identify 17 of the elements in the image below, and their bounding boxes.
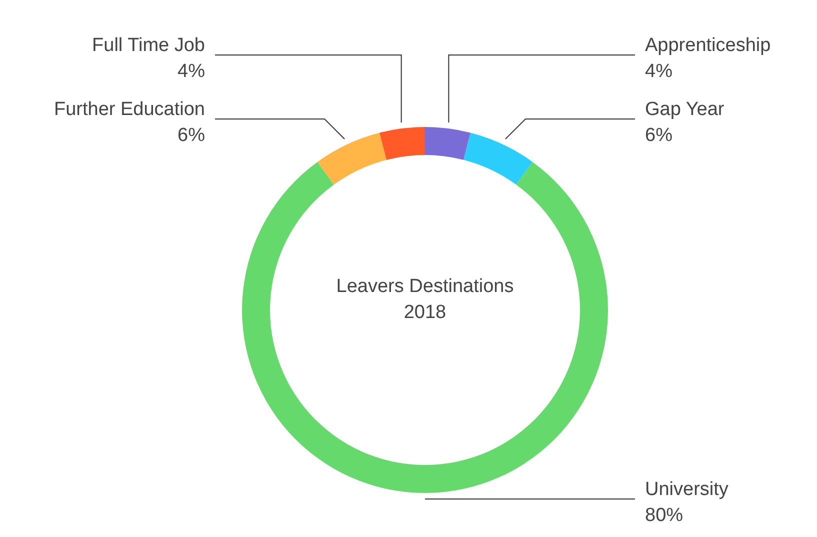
- text: 2018: [404, 302, 446, 323]
- data-label: 6%: [178, 124, 206, 146]
- data-label: 4%: [645, 60, 673, 82]
- slice-label: Gap Year: [645, 98, 725, 120]
- slice-label: Full Time Job: [92, 34, 205, 56]
- text: Leavers Destinations: [336, 276, 514, 297]
- data-label: 6%: [645, 124, 673, 146]
- donut-slice: [425, 127, 471, 160]
- donut-slice: [242, 162, 608, 493]
- slice-label: University: [645, 479, 729, 500]
- donut-slice: [379, 127, 425, 160]
- slice-label: Apprenticeship: [645, 34, 771, 56]
- donut-slice: [464, 132, 533, 185]
- slice-label: Further Education: [54, 98, 205, 120]
- data-label: 4%: [178, 60, 206, 82]
- donut-slice: [317, 132, 386, 185]
- data-label: 80%: [645, 505, 684, 526]
